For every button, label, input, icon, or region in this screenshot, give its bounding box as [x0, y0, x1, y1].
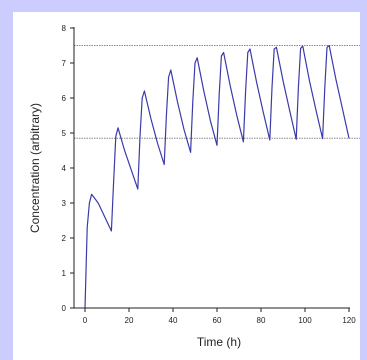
reference-lines [74, 45, 360, 139]
y-tick-label: 2 [62, 234, 67, 243]
concentration-chart: 0 1 2 3 4 5 6 7 8 0 20 40 60 80 100 120 Time (h) Conce… [28, 24, 360, 349]
x-tick-label: 100 [298, 316, 312, 325]
y-axis-title: Concentration (arbitrary) [28, 103, 42, 233]
y-tick-label: 6 [62, 94, 67, 103]
concentration-series-line [84, 44, 350, 309]
y-tick-label: 1 [62, 269, 67, 278]
x-axis-title: Time (h) [197, 335, 241, 349]
series-group [84, 44, 350, 309]
x-tick-label: 80 [257, 316, 266, 325]
x-tick-label: 0 [83, 316, 88, 325]
y-tick-label: 8 [62, 24, 67, 33]
chart-panel: 0 1 2 3 4 5 6 7 8 0 20 40 60 80 100 120 Time (h) Conce… [13, 12, 360, 360]
x-tick-label: 20 [125, 316, 134, 325]
x-tick-label: 120 [342, 316, 356, 325]
y-tick-label: 4 [62, 164, 67, 173]
y-tick-label: 5 [62, 129, 67, 138]
axes [73, 27, 350, 309]
x-axis-ticks: 0 20 40 60 80 100 120 [83, 308, 356, 325]
y-tick-label: 7 [62, 59, 67, 68]
y-axis-ticks: 0 1 2 3 4 5 6 7 8 [62, 24, 74, 313]
y-tick-label: 3 [62, 199, 67, 208]
x-tick-label: 60 [213, 316, 222, 325]
x-tick-label: 40 [169, 316, 178, 325]
y-tick-label: 0 [62, 304, 67, 313]
